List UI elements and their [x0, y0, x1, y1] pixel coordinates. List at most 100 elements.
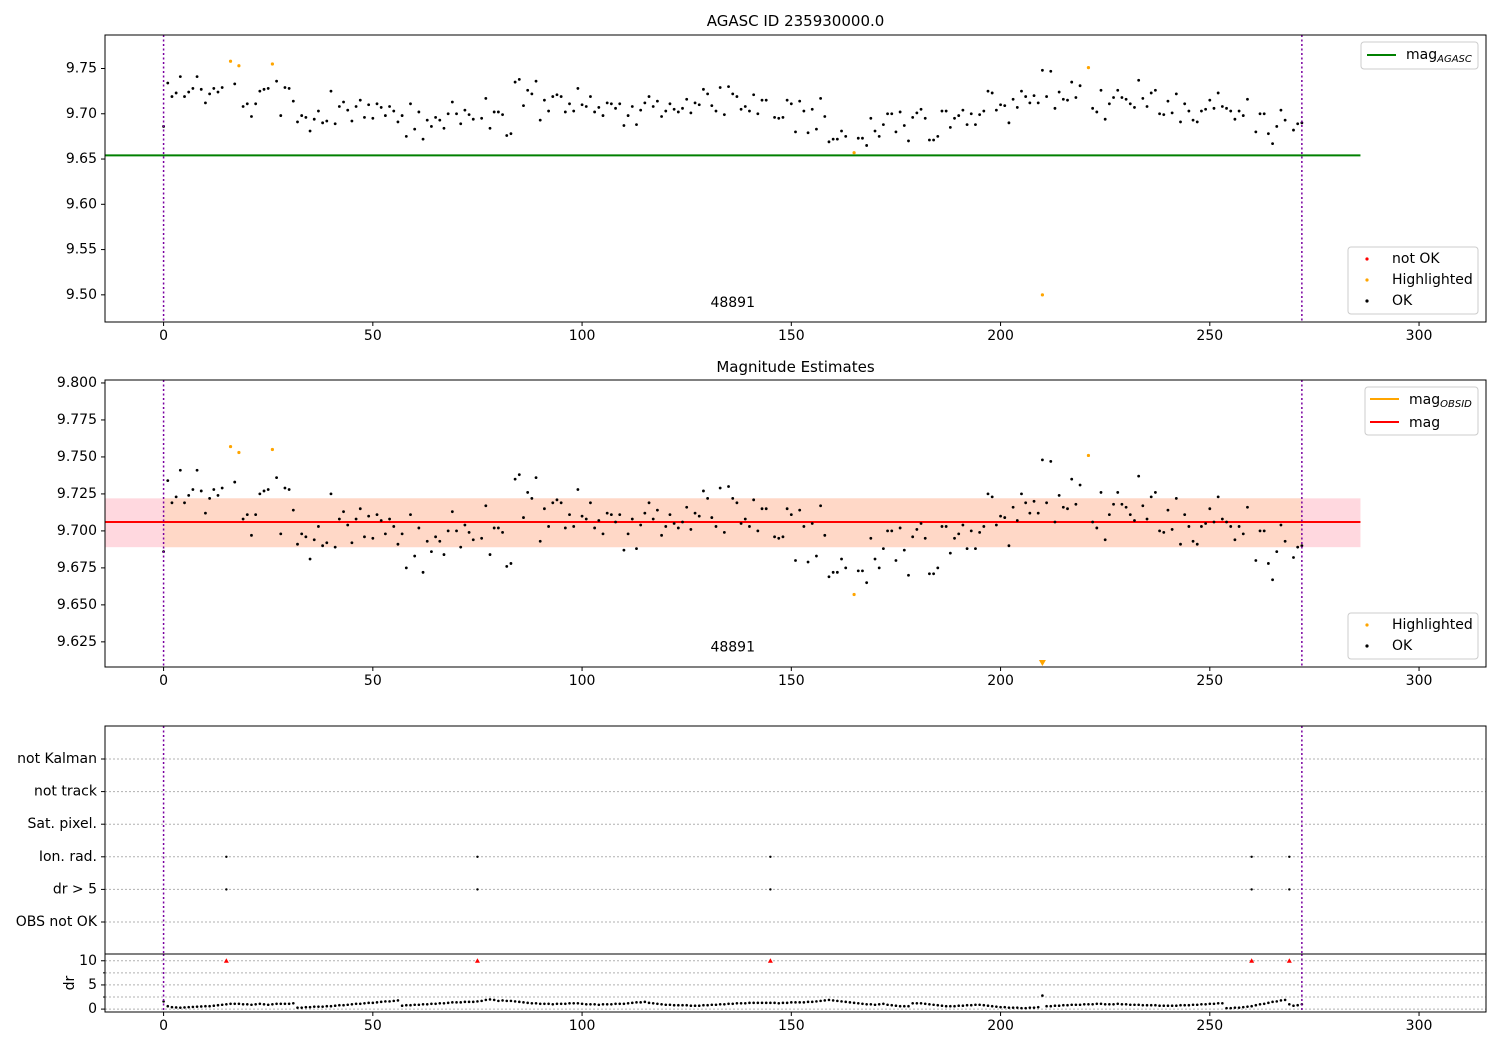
legend-marker — [1365, 623, 1369, 627]
dr-point — [396, 999, 400, 1002]
ok-point — [1141, 96, 1145, 100]
ok-point — [986, 89, 990, 93]
dr-point — [1124, 1002, 1128, 1006]
dr-point — [605, 1002, 609, 1006]
chart-title: AGASC ID 235930000.0 — [707, 12, 885, 30]
dr-point — [367, 1001, 370, 1005]
ok-point — [944, 525, 948, 528]
ok-point — [455, 529, 458, 533]
dr-point — [831, 999, 835, 1002]
dr-point — [651, 1002, 655, 1005]
dr-point — [647, 1001, 651, 1005]
x-tick-label: 0 — [159, 673, 168, 689]
ok-point — [1107, 102, 1111, 106]
ok-point — [1296, 122, 1300, 126]
dr-point — [384, 1000, 387, 1003]
x-tick-label: 150 — [778, 673, 805, 689]
dr-point — [773, 1001, 776, 1005]
ok-point — [534, 476, 538, 480]
dr-point — [1279, 999, 1283, 1002]
dr-point — [802, 1001, 806, 1004]
ok-point — [806, 560, 810, 564]
ok-point — [1191, 539, 1195, 543]
dr-point — [308, 1005, 312, 1009]
ok-point — [1271, 578, 1274, 582]
ok-point — [1279, 523, 1283, 527]
dr-point — [564, 1002, 567, 1006]
ok-point — [576, 87, 580, 90]
ok-point — [371, 116, 375, 120]
ok-point — [919, 107, 923, 111]
dr-point — [1091, 1002, 1094, 1006]
dr-point — [1166, 1004, 1170, 1008]
ok-point — [312, 538, 316, 542]
ok-point — [827, 575, 831, 579]
ok-point — [978, 113, 982, 117]
highlighted-point — [1086, 65, 1091, 70]
ok-point — [1212, 106, 1216, 110]
ok-point — [430, 550, 433, 554]
dr-point — [379, 1000, 383, 1004]
ok-point — [819, 96, 823, 100]
dr-point — [593, 1002, 596, 1006]
ok-point — [605, 101, 609, 105]
ok-point — [1275, 125, 1279, 128]
ok-point — [1158, 112, 1161, 116]
ok-point — [676, 110, 680, 114]
dr-point — [195, 1005, 199, 1008]
dr-point — [1003, 1005, 1007, 1009]
y-tick-label: 9.55 — [66, 242, 97, 258]
ok-point — [831, 570, 835, 574]
ok-point — [982, 525, 986, 528]
ok-point — [1024, 501, 1028, 505]
ok-point — [1162, 530, 1166, 534]
ok-point — [572, 525, 576, 528]
x-tick-label: 50 — [364, 328, 382, 344]
dr-point — [342, 1003, 345, 1007]
ok-point — [1024, 95, 1028, 98]
flag-point — [1250, 855, 1253, 858]
dr-point — [865, 1002, 868, 1006]
ok-point — [1032, 94, 1036, 98]
flag-point — [476, 888, 479, 891]
ok-point — [1170, 111, 1174, 115]
ok-point — [957, 114, 961, 117]
dr-point — [183, 1006, 186, 1009]
ok-point — [630, 105, 634, 108]
ok-point — [459, 122, 463, 126]
ok-point — [1124, 97, 1128, 101]
ok-point — [601, 532, 605, 536]
ok-point — [543, 507, 546, 511]
ok-point — [739, 522, 743, 525]
ok-point — [974, 123, 977, 127]
dr-point — [710, 1003, 714, 1007]
ok-point — [279, 532, 283, 536]
ok-point — [183, 95, 186, 98]
ok-point — [1041, 458, 1044, 462]
ok-point — [329, 89, 333, 93]
ok-point — [296, 542, 299, 546]
dr-point — [505, 999, 509, 1003]
ok-point — [174, 495, 178, 499]
ok-point — [902, 548, 906, 552]
ok-point — [731, 496, 735, 500]
ok-point — [484, 96, 488, 100]
dr-point — [325, 1004, 329, 1008]
dr-point — [1267, 1001, 1270, 1005]
x-tick-label: 50 — [364, 673, 382, 689]
clipped-marker — [1249, 958, 1255, 963]
flag-point — [769, 855, 772, 858]
ok-point — [1179, 120, 1182, 124]
ok-point — [505, 565, 509, 568]
ok-point — [752, 93, 756, 97]
ok-point — [178, 75, 182, 79]
dr-point — [1015, 1006, 1019, 1009]
ok-point — [1011, 97, 1015, 101]
ok-point — [593, 110, 597, 114]
ok-point — [367, 514, 371, 518]
ok-point — [241, 517, 245, 521]
dr-point — [513, 1000, 517, 1003]
dr-point — [656, 1002, 659, 1006]
axes-frame — [104, 34, 1487, 323]
dr-point — [287, 1002, 291, 1006]
